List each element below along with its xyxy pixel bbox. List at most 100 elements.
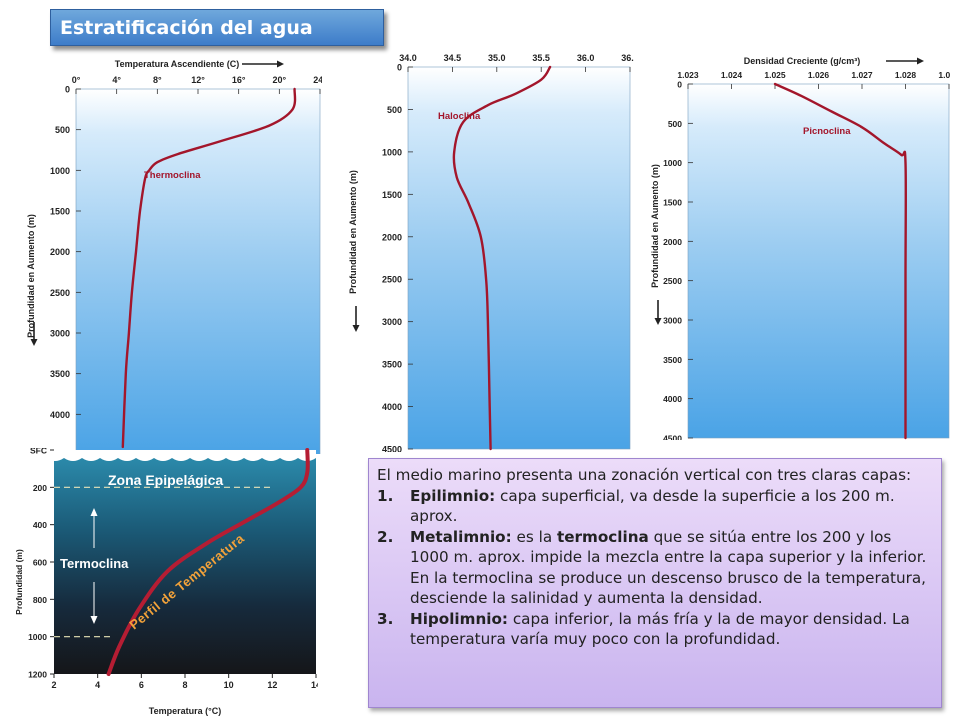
x-tick-label: 12 xyxy=(267,680,277,690)
termoclina-label: Termoclina xyxy=(60,556,129,571)
zone-label: Zona Epipelágica xyxy=(108,472,223,488)
list-number: 2. xyxy=(377,527,394,546)
x-tick-label: 1.023 xyxy=(677,70,699,80)
y-axis-title: Profundidad (m) xyxy=(14,549,24,615)
profile-curve xyxy=(121,87,297,449)
x-tick-label: 36.5 xyxy=(621,53,634,63)
temperature-profile-chart: 0° 4° 8° 12° 16° 20° 24° 0 500 1000 1500 2000 2500 30… xyxy=(22,54,322,454)
layer-text: capa inferior, la más fría y la de mayor… xyxy=(410,609,910,649)
chart-annotation: Picnoclina xyxy=(803,126,851,137)
y-tick-label: 3500 xyxy=(50,369,70,379)
y-axis-title: Profundidad en Aumento (m) xyxy=(650,164,660,288)
profile-curve xyxy=(773,82,908,440)
plot-area xyxy=(687,83,950,439)
y-tick-label: 400 xyxy=(33,520,47,530)
x-tick-label: 24° xyxy=(313,75,322,85)
x-tick-label: 1.025 xyxy=(764,70,786,80)
termoclina-arrow-up-head xyxy=(90,508,98,516)
y-tick-label: 1000 xyxy=(663,158,682,168)
chart-annotation: Thermoclina xyxy=(144,170,201,181)
layer-term: Metalimnio: xyxy=(410,527,512,546)
x-axis-title: Densidad Creciente (g/cm³) xyxy=(744,56,861,66)
y-tick-label: 3000 xyxy=(663,316,682,326)
x-tick-label: 35.0 xyxy=(488,53,506,63)
salinity-profile-chart: 34.0 34.5 35.0 35.5 36.0 36.5 0 500 1000 1500 2000… xyxy=(342,50,634,452)
y-tick-label: 3500 xyxy=(382,360,402,370)
layer-term: Epilimnio: xyxy=(410,486,496,505)
y-tick-label: 1500 xyxy=(50,207,70,217)
y-tick-label: 0 xyxy=(677,80,682,90)
y-tick-label: 1500 xyxy=(663,198,682,208)
x-tick-label: 35.5 xyxy=(532,53,550,63)
x-axis-title: Temperatura Ascendiente (C) xyxy=(115,59,240,69)
x-tick-label: 0° xyxy=(72,75,81,85)
x-tick-label: 34.5 xyxy=(444,53,462,63)
y-tick-label: 1500 xyxy=(382,190,402,200)
y-axis-title: Profundidad en Aumento (m) xyxy=(348,170,358,294)
x-tick-label: 14 xyxy=(311,680,318,690)
layer-text: es la xyxy=(511,527,557,546)
termoclina-arrow-down-head xyxy=(90,616,98,624)
layer-text: capa superficial, va desde la superficie… xyxy=(410,486,895,526)
y-tick-label: 4000 xyxy=(663,394,682,404)
sea-surface-wave xyxy=(46,450,316,461)
x-tick-label: 4 xyxy=(95,680,100,690)
x-tick-label: 6 xyxy=(139,680,144,690)
x-axis-title: Temperatura (°C) xyxy=(149,706,221,716)
x-tick-label: 36.0 xyxy=(577,53,595,63)
y-tick-label: 4000 xyxy=(382,402,402,412)
layer-list: 1. Epilimnio: capa superficial, va desde … xyxy=(377,486,929,650)
y-tick-label: 500 xyxy=(668,119,682,129)
layer-item-hipolimnio: 3. Hipolimnio: capa inferior, la más fría… xyxy=(377,609,929,650)
y-tick-label: 1000 xyxy=(382,147,402,157)
axis-arrow-head xyxy=(352,325,360,332)
description-intro: El medio marino presenta una zonación ve… xyxy=(377,466,912,484)
chart-svg: SFC 200 400 600 800 1000 1200 2 4 6 8 10 12 14 Tempera… xyxy=(14,448,318,716)
axis-arrow-head xyxy=(654,318,662,325)
y-tick-label: 3000 xyxy=(382,317,402,327)
chart-svg: 34.0 34.5 35.0 35.5 36.0 36.5 0 500 1000 1500 2000… xyxy=(348,53,634,453)
y-tick-label: 2000 xyxy=(50,247,70,257)
y-tick-label: 4000 xyxy=(50,410,70,420)
axis-arrow-head xyxy=(277,60,284,68)
list-number: 3. xyxy=(377,609,394,628)
chart-svg: 1.023 1.024 1.025 1.026 1.027 1.028 1.029 0 500 1… xyxy=(650,56,950,441)
y-tick-label: 3500 xyxy=(663,355,682,365)
layer-item-metalimnio: 2. Metalimnio: es la termoclina que se si… xyxy=(377,527,929,609)
x-tick-label: 1.027 xyxy=(851,70,873,80)
x-tick-label: 8 xyxy=(182,680,187,690)
x-tick-label: 1.026 xyxy=(808,70,830,80)
y-tick-label: 2500 xyxy=(382,275,402,285)
x-tick-label: 10 xyxy=(224,680,234,690)
temperature-curve xyxy=(106,448,310,676)
density-profile-chart: 1.023 1.024 1.025 1.026 1.027 1.028 1.029 0 500 1… xyxy=(632,50,950,440)
y-axis-title: Profundidad en Aumento (m) xyxy=(26,214,36,338)
y-tick-label: 1000 xyxy=(28,632,47,642)
y-tick-label: 0 xyxy=(397,63,402,73)
x-tick-label: 8° xyxy=(153,75,162,85)
epipelagic-temperature-chart: SFC 200 400 600 800 1000 1200 2 4 6 8 10 12 14 Tempera… xyxy=(12,448,318,720)
axis-arrow-head xyxy=(917,57,924,65)
x-tick-label: 12° xyxy=(191,75,205,85)
x-tick-label: 1.028 xyxy=(895,70,917,80)
y-tick-label: 1200 xyxy=(28,670,47,680)
list-number: 1. xyxy=(377,486,394,505)
chart-svg: 0° 4° 8° 12° 16° 20° 24° 0 500 1000 1500 2000 2500 30… xyxy=(26,59,322,454)
y-tick-label: 2500 xyxy=(50,288,70,298)
y-tick-label: 4500 xyxy=(382,445,402,453)
stratification-description: El medio marino presenta una zonación ve… xyxy=(368,458,942,708)
layer-term-termoclina: termoclina xyxy=(556,527,649,546)
y-tick-label: 0 xyxy=(65,85,70,95)
profile-curve xyxy=(452,65,552,451)
slide-title: Estratificación del agua marina xyxy=(50,9,384,76)
y-tick-label: 2500 xyxy=(663,276,682,286)
y-tick-label: 600 xyxy=(33,558,47,568)
x-tick-label: 2 xyxy=(51,680,56,690)
y-tick-label: 500 xyxy=(387,105,402,115)
layer-item-epilimnio: 1. Epilimnio: capa superficial, va desde … xyxy=(377,486,929,527)
y-tick-label: 4500 xyxy=(663,434,682,441)
y-tick-label: 1000 xyxy=(50,166,70,176)
x-tick-label: 20° xyxy=(273,75,287,85)
y-tick-label: 500 xyxy=(55,125,70,135)
y-tick-label: 200 xyxy=(33,483,47,493)
